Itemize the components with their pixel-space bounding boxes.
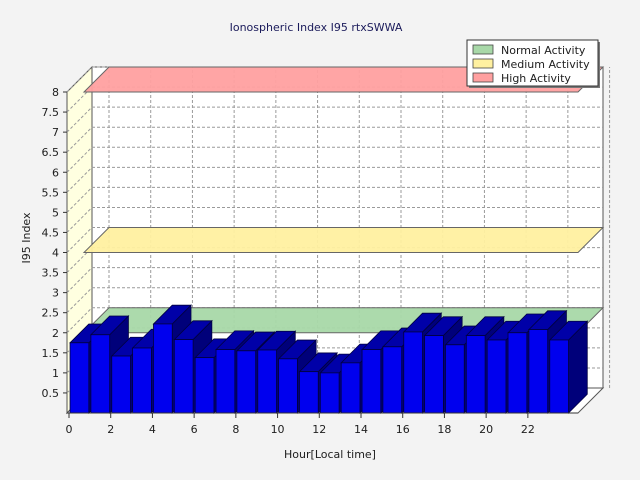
legend-label: Normal Activity [501,44,586,57]
y-tick-label: 6 [52,166,59,179]
y-tick-label: 8 [52,86,59,99]
legend-swatch [472,72,494,83]
y-tick-label: 7 [52,126,59,139]
y-tick-label: 2 [52,327,59,340]
bar-front [403,331,423,414]
bar-front [236,350,257,414]
grid-line-side [66,86,93,113]
y-tick-label: 3.5 [42,267,60,280]
legend-label: Medium Activity [501,58,590,71]
y-tick-label: 4 [52,247,59,260]
y-tick-label: 6.5 [42,146,60,159]
grid-line-side [66,267,93,293]
y-tick-label: 0.5 [42,387,60,400]
x-tick-label: 10 [271,423,285,436]
grid-line-side [66,146,93,173]
y-tick-label: 1 [52,367,59,380]
y-tick-label: 3 [52,287,59,300]
bar-front [194,357,215,414]
y-tick-label: 4.5 [42,226,60,239]
x-tick-label: 20 [479,423,493,436]
bar-front [319,372,340,414]
grid-line-side [66,126,93,153]
bar-front [278,358,298,414]
x-tick-label: 18 [437,423,451,436]
grid-line-side [66,187,93,213]
bar-front [445,344,465,414]
x-tick-label: 2 [107,423,114,436]
x-tick-label: 4 [149,423,156,436]
bar-front [507,332,528,414]
y-tick-label: 7.5 [42,106,60,119]
x-axis-label: Hour[Local time] [284,448,376,461]
bar-front [215,349,236,414]
x-tick-label: 0 [66,423,73,436]
bar-front [549,339,569,414]
y-tick-label: 2.5 [42,307,60,320]
y-tick-label: 1.5 [42,347,60,360]
legend-swatch [472,44,494,55]
bar-front [486,339,507,414]
threshold-band [82,227,605,253]
legend-label: High Activity [501,72,571,85]
x-tick-label: 8 [232,423,239,436]
bar-front [299,371,319,414]
bar-front [382,346,403,414]
grid-line-side [66,207,93,233]
grid-line-side [66,227,93,253]
y-tick-label: 5 [52,206,59,219]
y-axis-label: I95 Index [20,212,33,264]
x-tick-label: 14 [354,423,368,436]
x-tick-label: 16 [396,423,410,436]
grid-line-side [66,66,93,93]
grid-line-side [66,287,93,314]
grid-line-side [66,166,93,193]
chart-title: Ionospheric Index I95 rtxSWWA [230,21,403,34]
plot-area: 0.5 1 1.5 2 2.5 3 3.5 4 4.5 5 5.5 6 6.5 7 7.5 8 0 2 4 6 8 10 1… [42,65,611,436]
legend-swatch [472,58,494,69]
bar [548,320,589,414]
bar-front [361,349,382,414]
grid-line-side [66,307,93,334]
bar-front [173,339,194,414]
x-tick-label: 22 [521,423,535,436]
y-tick-label: 5.5 [42,186,60,199]
bar-front [465,335,486,414]
x-tick-label: 6 [191,423,198,436]
x-tick-label: 12 [312,423,326,436]
bar-front [257,349,277,414]
bar-front [90,334,111,414]
bar-front [69,342,90,414]
grid-line-side [66,106,93,133]
bar-front [340,362,361,414]
grid-line-side [66,247,93,273]
bar-front [132,347,152,414]
bar-front [424,335,444,414]
bar-front [111,355,131,414]
bar-front [153,323,173,414]
bar-front [528,329,549,414]
